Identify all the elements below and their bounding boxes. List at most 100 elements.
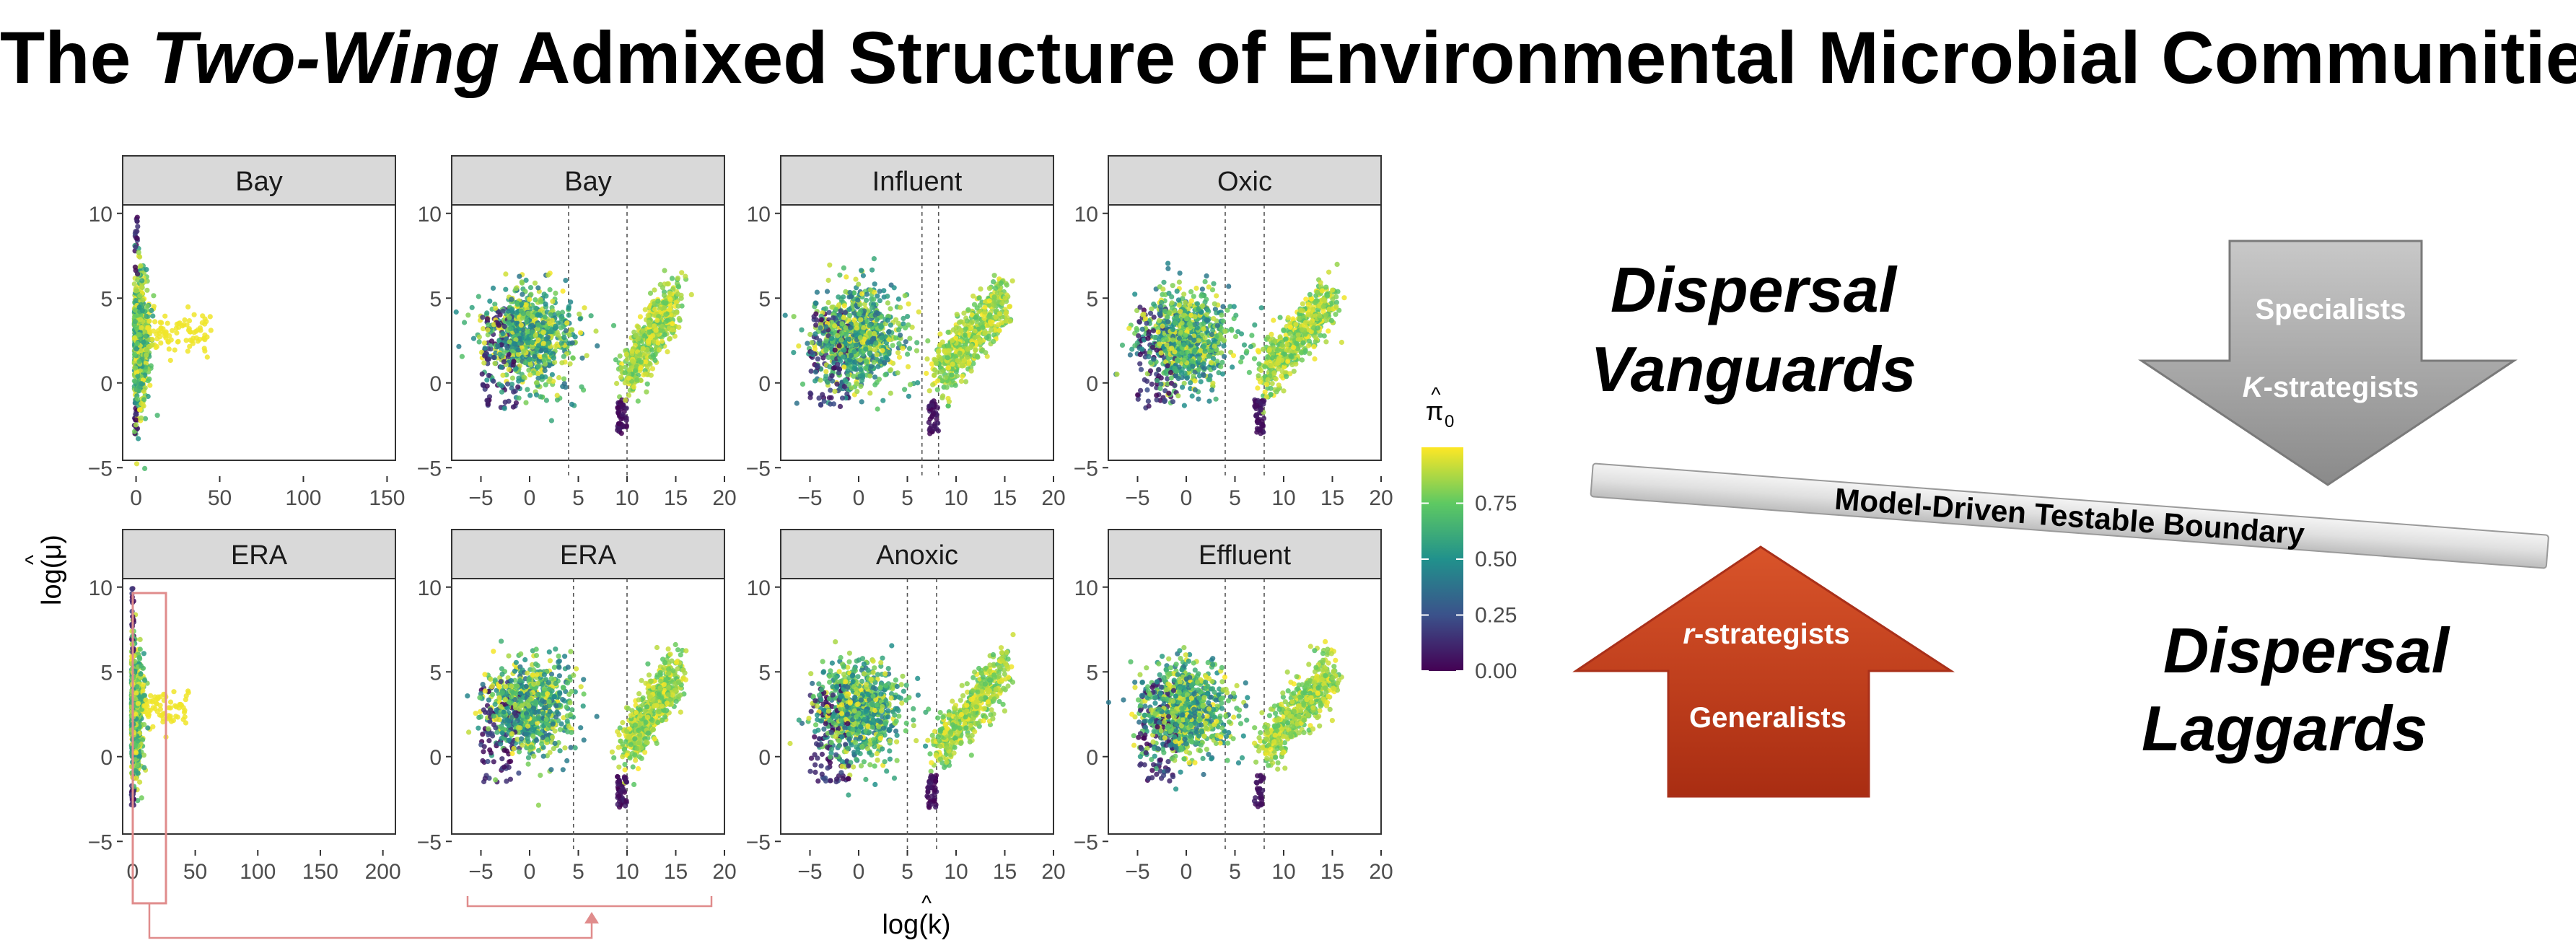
y-tick-label: −5 [88, 457, 113, 480]
y-axis-label-text: log(μ) [37, 535, 67, 605]
down-arrow-line1: Specialists [2255, 294, 2406, 325]
figure-title: The Two-Wing Admixed Structure of Enviro… [0, 16, 2576, 100]
y-tick-label: 10 [1074, 576, 1098, 600]
colorbar-tick-label: 0.00 [1475, 659, 1517, 683]
y-axis-label: log(μ) ^ [22, 535, 67, 605]
x-tick-label: −5 [797, 860, 822, 884]
scatter-points [131, 214, 214, 472]
vanguards-line2: Vanguards [1590, 333, 1916, 405]
colorbar-title: π [1426, 396, 1444, 426]
x-tick-label: −5 [797, 486, 822, 510]
y-tick-label: 0 [1086, 372, 1098, 396]
x-tick-label: 10 [944, 486, 968, 510]
facet-title: ERA [560, 540, 617, 571]
y-tick-label: 5 [100, 287, 113, 311]
x-tick-label: 0 [130, 486, 142, 510]
scatter-points [453, 268, 694, 436]
x-tick-label: 10 [944, 860, 968, 884]
x-tick-label: 0 [524, 486, 536, 510]
colorbar: π 0 ^ 0.75 0.50 0.25 0.00 [1421, 383, 1517, 683]
y-tick-label: −5 [746, 830, 771, 854]
x-tick-label: 50 [208, 486, 232, 510]
x-tick-label: 10 [1271, 860, 1295, 884]
y-tick-label: 0 [1086, 746, 1098, 770]
x-tick-label: 10 [615, 486, 639, 510]
x-tick-label: 100 [240, 860, 276, 884]
facet-title: Oxic [1217, 167, 1272, 197]
plot-area [451, 204, 725, 461]
x-tick-label: 15 [1320, 486, 1344, 510]
x-tick-label: 15 [993, 486, 1017, 510]
y-tick-label: −5 [1074, 830, 1098, 854]
facet-strip [1108, 155, 1382, 206]
title-post: Admixed Structure of Environmental Micro… [499, 17, 2576, 99]
title-pre: The [0, 17, 152, 99]
x-tick-label: 15 [664, 860, 688, 884]
y-tick-label: 10 [418, 203, 442, 227]
facet-strip [1108, 529, 1382, 579]
x-tick-label: 5 [901, 860, 914, 884]
y-tick-label: 0 [429, 746, 442, 770]
up-arrow-line2: Generalists [1689, 702, 1846, 734]
y-tick-label: −5 [88, 830, 113, 854]
x-tick-label: −5 [1125, 860, 1149, 884]
y-tick-label: −5 [746, 457, 771, 480]
x-tick-label: 5 [572, 486, 584, 510]
x-tick-label: 5 [1229, 860, 1241, 884]
x-tick-label: 15 [664, 486, 688, 510]
up-arrow-line1: r-strategists [1683, 618, 1849, 650]
facet-title: ERA [231, 540, 288, 571]
y-tick-label: 5 [1086, 287, 1098, 311]
facet-panel-6: ERA 10 5 0 −5 −5 0 5 10 15 20 [417, 529, 737, 884]
x-tick-label: 10 [1271, 486, 1295, 510]
x-tick-label: 0 [853, 860, 865, 884]
x-tick-label: 0 [1180, 486, 1193, 510]
x-tick-label: 0 [524, 860, 536, 884]
zoom-range-bracket [466, 896, 713, 908]
y-tick-label: 0 [100, 746, 113, 770]
dispersal-diagram: Dispersal Vanguards Dispersal Laggards M… [1572, 240, 2549, 798]
plot-area [451, 578, 725, 835]
x-tick-label: 50 [183, 860, 207, 884]
x-tick-label: 20 [1369, 860, 1393, 884]
y-tick-label: 5 [429, 287, 442, 311]
x-axis-label-hat: ^ [921, 892, 932, 916]
scatter-points [1105, 638, 1344, 809]
x-tick-label: 20 [1369, 486, 1393, 510]
x-tick-label: 150 [369, 486, 405, 510]
facet-strip [780, 155, 1054, 206]
laggards-line1: Dispersal [2163, 615, 2450, 686]
x-tick-label: 150 [302, 860, 338, 884]
y-tick-label: 10 [747, 576, 771, 600]
zoom-connector-arrowhead [584, 912, 599, 923]
y-tick-label: 0 [100, 372, 113, 396]
y-tick-label: 10 [418, 576, 442, 600]
x-tick-label: 5 [901, 486, 914, 510]
facet-title: Anoxic [876, 540, 958, 571]
facet-title: Influent [872, 167, 963, 197]
laggards-line2: Laggards [2142, 693, 2427, 764]
zoom-connector-line [148, 903, 593, 939]
x-tick-label: 10 [615, 860, 639, 884]
y-tick-label: 5 [758, 661, 771, 685]
y-tick-label: 0 [758, 372, 771, 396]
scatter-points [787, 632, 1016, 810]
boundary-bar: Model-Driven Testable Boundary [1590, 462, 2549, 569]
x-tick-label: 20 [1041, 486, 1065, 510]
y-tick-label: 10 [1074, 203, 1098, 227]
y-tick-label: 10 [89, 576, 113, 600]
x-tick-label: 15 [993, 860, 1017, 884]
facet-panel-8: Effluent 10 5 0 −5 −5 0 5 10 15 20 [1074, 529, 1393, 884]
facet-title: Bay [235, 167, 282, 197]
y-tick-label: 5 [1086, 661, 1098, 685]
y-tick-label: 0 [429, 372, 442, 396]
x-tick-label: 100 [285, 486, 321, 510]
plot-area [122, 578, 396, 835]
down-arrow-line2: K-strategists [2243, 372, 2419, 403]
scatter-points [1113, 260, 1347, 436]
facet-title: Effluent [1199, 540, 1292, 571]
facet-panel-2: Bay 10 5 0 −5 −5 0 5 10 15 20 [417, 155, 737, 510]
y-tick-label: −5 [417, 830, 442, 854]
